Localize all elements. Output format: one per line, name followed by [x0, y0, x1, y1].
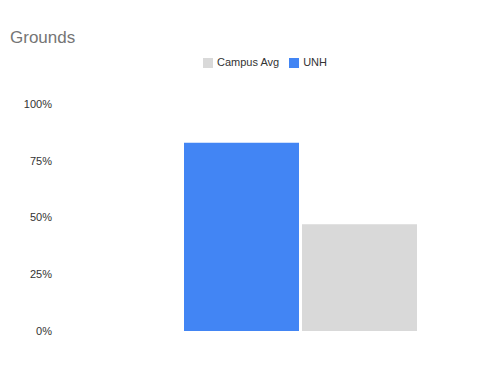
- svg-text:0%: 0%: [36, 325, 52, 337]
- html-text:UNH: UNH: [303, 56, 327, 68]
- svg-text:25%: 25%: [30, 268, 52, 280]
- html-text:Campus Avg: Campus Avg: [217, 56, 280, 68]
- svg-text:50%: 50%: [30, 211, 52, 223]
- svg-text:100%: 100%: [24, 98, 52, 110]
- html-text:Grounds: Grounds: [10, 28, 76, 47]
- svg-text:75%: 75%: [30, 155, 52, 167]
